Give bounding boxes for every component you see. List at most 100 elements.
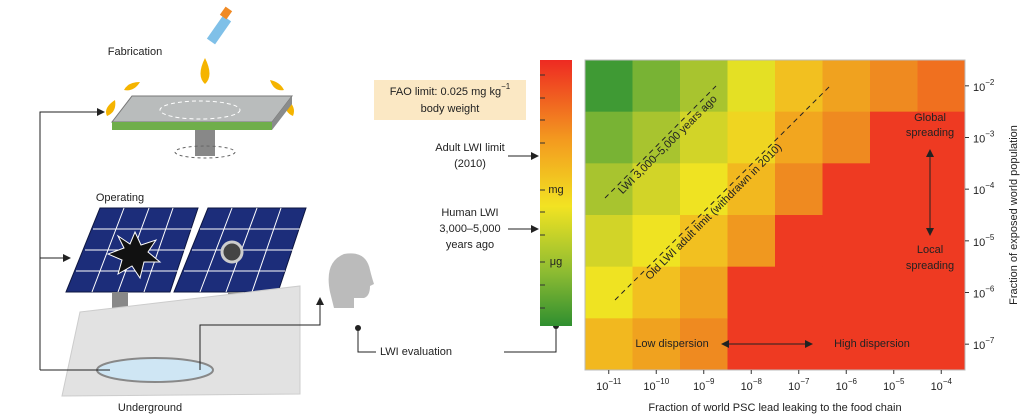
- heatmap-cell: [585, 266, 633, 319]
- heatmap-cell: [917, 60, 966, 113]
- heatmap-cell: [727, 163, 776, 216]
- unit-ug: μg: [550, 256, 562, 268]
- heatmap-cell: [632, 111, 681, 164]
- annotation: Local: [917, 244, 943, 256]
- heatmap-cell: [585, 111, 633, 164]
- heatmap-cell: [822, 266, 871, 319]
- dashed-line: [614, 85, 831, 301]
- tick-exp: −11: [608, 377, 622, 386]
- heatmap-frame: [584, 59, 966, 371]
- tick-label: 10−8: [741, 377, 763, 393]
- heatmap-cell: [870, 318, 918, 371]
- heatmap-cell: [917, 111, 966, 164]
- heatmap-cell: [632, 318, 681, 371]
- heatmap: 10−11 10−10 10−9 10−8 10−7 10−6 10−5 10−410−210…: [584, 59, 995, 393]
- solar-panels: [65, 207, 307, 293]
- plate: [110, 95, 294, 123]
- tick-exp: −9: [705, 377, 715, 386]
- tick-base: 10: [693, 381, 705, 393]
- tick-exp: −10: [656, 377, 670, 386]
- annotation: Global: [914, 112, 946, 124]
- tick-label: 10−5: [973, 233, 995, 249]
- adult-lwi: Adult LWI limit: [435, 142, 504, 154]
- heatmap-cell: [917, 266, 966, 319]
- tick-base: 10: [973, 133, 985, 145]
- tick-base: 10: [788, 381, 800, 393]
- tick-exp: −5: [895, 377, 905, 386]
- tick-base: 10: [973, 185, 985, 197]
- fao-sup: −1: [501, 82, 511, 91]
- heatmap-cell: [775, 163, 823, 216]
- tick-exp: −4: [985, 181, 995, 190]
- heatmap-cell: [585, 215, 633, 268]
- tick-label: 10−4: [931, 377, 953, 393]
- tick-label: 10−6: [973, 285, 995, 301]
- heatmap-cell: [632, 163, 681, 216]
- heatmap-cell: [775, 266, 823, 319]
- colorbar-gradient: [540, 60, 572, 326]
- tick-label: 10−4: [973, 181, 995, 197]
- tick-exp: −6: [985, 285, 995, 294]
- fao-line2: body weight: [421, 103, 480, 115]
- tick-exp: −6: [848, 377, 858, 386]
- heatmap-cell: [917, 318, 966, 371]
- fabrication-label: Fabrication: [108, 46, 162, 58]
- heatmap-cell: [680, 111, 728, 164]
- heatmap-cell: [822, 111, 871, 164]
- adult-lwi: (2010): [454, 158, 486, 170]
- pillar: [195, 130, 215, 156]
- heatmap-cell: [585, 163, 633, 216]
- heatmap-cell: [775, 111, 823, 164]
- tick-label: 10−2: [973, 78, 995, 94]
- plate-edge: [112, 122, 272, 130]
- heatmap-cell: [870, 60, 918, 113]
- lwi-evaluation: LWI evaluation: [380, 346, 452, 358]
- leak-pool: [96, 357, 214, 383]
- annotation: spreading: [906, 127, 954, 139]
- spray: [106, 80, 294, 116]
- tick-label: 10−7: [788, 377, 810, 393]
- heatmap-cell: [727, 215, 776, 268]
- tick-label: 10−9: [693, 377, 715, 393]
- heatmap-cell: [870, 111, 918, 164]
- y-axis-label: Fraction of exposed world population: [1008, 125, 1020, 305]
- colorbar-ticks: [540, 74, 545, 309]
- tick-exp: −7: [800, 377, 810, 386]
- heatmap-cell: [917, 163, 966, 216]
- tick-exp: −7: [985, 336, 995, 345]
- human-lwi: 3,000–5,000: [439, 223, 500, 235]
- arrow-human: [199, 297, 324, 370]
- fao-text: FAO limit: 0.025 mg kg: [390, 86, 501, 98]
- heatmap-cell: [870, 266, 918, 319]
- heatmap-cell: [680, 318, 728, 371]
- tick-exp: −3: [985, 130, 995, 139]
- tick-base: 10: [741, 381, 753, 393]
- tick-base: 10: [836, 381, 848, 393]
- pipette: [206, 6, 233, 45]
- tick-base: 10: [883, 381, 895, 393]
- tick-label: 10−7: [973, 336, 995, 352]
- human-lwi: Human LWI: [441, 207, 498, 219]
- drop: [200, 58, 210, 84]
- tick-label: 10−11: [596, 377, 622, 393]
- tick-base: 10: [973, 237, 985, 249]
- head: [328, 253, 374, 308]
- heatmap-cell: [680, 163, 728, 216]
- fao-box: [374, 80, 526, 120]
- tick-exp: −2: [985, 78, 995, 87]
- unit-mg: mg: [548, 184, 563, 196]
- heatmap-cell: [680, 60, 728, 113]
- tick-label: 10−10: [643, 377, 669, 393]
- damage: [106, 230, 162, 280]
- cycle-arrow: [39, 108, 105, 370]
- tick-exp: −4: [943, 377, 953, 386]
- heatmap-cell: [585, 318, 633, 371]
- annotation: Low dispersion: [635, 338, 708, 350]
- tick-label: 10−5: [883, 377, 905, 393]
- heatmap-cell: [680, 215, 728, 268]
- annotation: spreading: [906, 260, 954, 272]
- fao-label: FAO limit: 0.025 mg kg−1: [390, 82, 511, 98]
- tick-label: 10−3: [973, 130, 995, 146]
- heatmap-cell: [822, 215, 871, 268]
